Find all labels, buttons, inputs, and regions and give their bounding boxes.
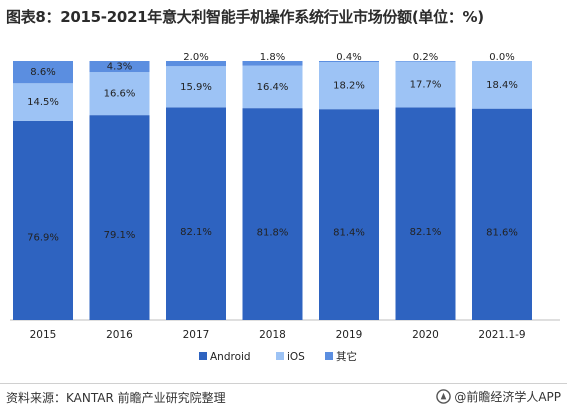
bar-iOS-2020 (395, 61, 456, 108)
data-label-iOS-2015: 14.5% (27, 97, 59, 108)
data-label-其它-2017: 2.0% (183, 52, 208, 63)
bar-Android-2018 (242, 108, 303, 320)
data-label-Android-2020: 82.1% (410, 227, 442, 238)
data-label-iOS-2016: 16.6% (104, 89, 136, 100)
legend-label-iOS: iOS (287, 351, 305, 363)
data-label-Android-2017: 82.1% (180, 227, 212, 238)
bar-iOS-2018 (242, 65, 303, 109)
brand-text: @前瞻经济学人APP (454, 390, 561, 404)
legend-swatch-Android (199, 352, 207, 360)
data-label-iOS-2019: 18.2% (333, 81, 365, 92)
bar-Android-2015 (13, 120, 73, 320)
data-label-Android-2019: 81.4% (333, 228, 365, 239)
stacked-bar-chart: 76.9% 14.5% 8.6% 79.1% 16.6% 4.3% 82.1% 15.9% 2.… (10, 52, 560, 363)
data-label-其它-2015: 8.6% (30, 67, 55, 78)
legend: Android iOS 其它 (199, 350, 357, 363)
bar-iOS-2017 (166, 66, 226, 108)
x-tick-labels: 2015 2016 2017 2018 2019 2020 2021.1-9 (30, 329, 526, 341)
source-note: 资料来源：KANTAR 前瞻产业研究院整理 (6, 391, 226, 405)
x-tick-2016: 2016 (106, 329, 133, 341)
brand-watermark: @前瞻经济学人APP (436, 388, 561, 405)
x-tick-2018: 2018 (259, 329, 286, 341)
legend-label-Android: Android (210, 351, 251, 363)
data-label-Android-2021.1-9: 81.6% (486, 227, 518, 238)
labels-layer: 76.9% 14.5% 8.6% 79.1% 16.6% 4.3% 82.1% 15.9% 2.… (27, 52, 518, 243)
data-label-Android-2015: 76.9% (27, 232, 59, 243)
data-label-iOS-2017: 15.9% (180, 82, 212, 93)
data-label-Android-2018: 81.8% (257, 227, 289, 238)
x-tick-2020: 2020 (412, 329, 439, 341)
data-label-iOS-2020: 17.7% (410, 79, 442, 90)
bar-其它-2015 (13, 61, 73, 84)
data-label-Android-2016: 79.1% (104, 230, 136, 241)
bar-其它-2017 (166, 61, 226, 67)
data-label-其它-2019: 0.4% (336, 52, 361, 63)
bar-其它-2019 (319, 61, 379, 63)
data-label-iOS-2021.1-9: 18.4% (486, 80, 518, 91)
x-tick-2017: 2017 (183, 329, 210, 341)
bar-Android-2019 (319, 109, 379, 320)
legend-swatch-其它 (325, 352, 333, 360)
data-label-其它-2021.1-9: 0.0% (489, 52, 514, 63)
bar-iOS-2021.1-9 (472, 61, 532, 109)
brand-logo-icon (436, 389, 452, 404)
bar-其它-2018 (242, 61, 303, 66)
bars-layer (13, 61, 532, 321)
chart-title: 图表8：2015-2021年意大利智能手机操作系统行业市场份额(单位：%) (6, 8, 484, 26)
data-label-其它-2016: 4.3% (107, 62, 132, 73)
bar-其它-2020 (395, 61, 456, 62)
x-tick-2019: 2019 (336, 329, 363, 341)
footer-divider (0, 383, 567, 384)
data-label-其它-2018: 1.8% (260, 52, 285, 63)
bar-Android-2020 (395, 107, 456, 321)
legend-label-其它: 其它 (336, 350, 357, 363)
bar-Android-2016 (89, 115, 150, 320)
bar-iOS-2015 (13, 83, 73, 121)
bar-Android-2017 (166, 107, 226, 321)
bar-iOS-2019 (319, 62, 379, 110)
data-label-iOS-2018: 16.4% (257, 82, 289, 93)
bar-Android-2021.1-9 (472, 108, 532, 320)
legend-swatch-iOS (276, 352, 284, 360)
bar-其它-2016 (89, 61, 150, 73)
x-tick-2015: 2015 (30, 329, 57, 341)
bar-iOS-2016 (89, 72, 150, 116)
data-label-其它-2020: 0.2% (413, 52, 438, 63)
x-tick-2021.1-9: 2021.1-9 (478, 329, 525, 341)
